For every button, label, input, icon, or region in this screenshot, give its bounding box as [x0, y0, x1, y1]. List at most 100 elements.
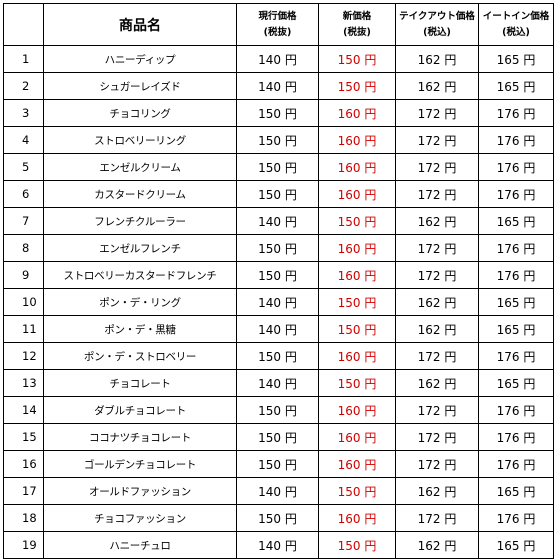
current-price: 150 円: [236, 234, 319, 262]
header-number: [3, 3, 44, 46]
header-current-price: 現行価格 (税抜): [236, 3, 319, 46]
row-number: 7: [3, 207, 44, 235]
product-name: チョコレート: [43, 369, 237, 397]
eatin-price: 165 円: [478, 315, 554, 343]
table-row: 15 ココナツチョコレート 150 円 160 円 172 円 176 円: [3, 423, 554, 451]
table-row: 5 エンゼルクリーム 150 円 160 円 172 円 176 円: [3, 153, 554, 181]
row-number: 16: [3, 450, 44, 478]
table-row: 16 ゴールデンチョコレート 150 円 160 円 172 円 176 円: [3, 450, 554, 478]
row-number: 8: [3, 234, 44, 262]
eatin-price: 165 円: [478, 288, 554, 316]
current-price: 140 円: [236, 207, 319, 235]
product-name: ダブルチョコレート: [43, 396, 237, 424]
takeout-price: 172 円: [395, 99, 479, 127]
table-row: 3 チョコリング 150 円 160 円 172 円 176 円: [3, 99, 554, 127]
takeout-price: 172 円: [395, 504, 479, 532]
new-price: 160 円: [318, 261, 396, 289]
header-row: 商品名 現行価格 (税抜) 新価格 (税抜) テイクアウト価格 (税込) イート…: [3, 3, 554, 46]
eatin-price: 165 円: [478, 477, 554, 505]
product-name: カスタードクリーム: [43, 180, 237, 208]
row-number: 9: [3, 261, 44, 289]
new-price: 160 円: [318, 180, 396, 208]
current-price: 140 円: [236, 315, 319, 343]
current-price: 140 円: [236, 369, 319, 397]
product-name: ストロベリーリング: [43, 126, 237, 154]
takeout-price: 172 円: [395, 423, 479, 451]
eatin-price: 176 円: [478, 126, 554, 154]
table-row: 10 ポン・デ・リング 140 円 150 円 162 円 165 円: [3, 288, 554, 316]
header-new-price: 新価格 (税抜): [318, 3, 396, 46]
product-name: エンゼルクリーム: [43, 153, 237, 181]
new-price: 150 円: [318, 477, 396, 505]
current-price: 150 円: [236, 342, 319, 370]
takeout-price: 162 円: [395, 72, 479, 100]
eatin-price: 176 円: [478, 180, 554, 208]
new-price: 160 円: [318, 504, 396, 532]
row-number: 19: [3, 531, 44, 559]
header-new-price-note: (税抜): [343, 26, 371, 38]
takeout-price: 162 円: [395, 315, 479, 343]
takeout-price: 172 円: [395, 180, 479, 208]
table-row: 8 エンゼルフレンチ 150 円 160 円 172 円 176 円: [3, 234, 554, 262]
row-number: 18: [3, 504, 44, 532]
table-row: 2 シュガーレイズド 140 円 150 円 162 円 165 円: [3, 72, 554, 100]
header-current-price-label: 現行価格: [258, 10, 297, 22]
new-price: 150 円: [318, 369, 396, 397]
current-price: 150 円: [236, 504, 319, 532]
product-name: エンゼルフレンチ: [43, 234, 237, 262]
current-price: 150 円: [236, 126, 319, 154]
row-number: 14: [3, 396, 44, 424]
takeout-price: 162 円: [395, 477, 479, 505]
takeout-price: 172 円: [395, 126, 479, 154]
eatin-price: 165 円: [478, 531, 554, 559]
new-price: 160 円: [318, 153, 396, 181]
eatin-price: 165 円: [478, 45, 554, 73]
new-price: 160 円: [318, 423, 396, 451]
product-name: ココナツチョコレート: [43, 423, 237, 451]
new-price: 150 円: [318, 531, 396, 559]
current-price: 150 円: [236, 396, 319, 424]
table-row: 11 ポン・デ・黒糖 140 円 150 円 162 円 165 円: [3, 315, 554, 343]
row-number: 6: [3, 180, 44, 208]
eatin-price: 176 円: [478, 234, 554, 262]
takeout-price: 172 円: [395, 396, 479, 424]
eatin-price: 176 円: [478, 342, 554, 370]
takeout-price: 172 円: [395, 261, 479, 289]
row-number: 1: [3, 45, 44, 73]
table-row: 12 ポン・デ・ストロベリー 150 円 160 円 172 円 176 円: [3, 342, 554, 370]
eatin-price: 176 円: [478, 396, 554, 424]
current-price: 140 円: [236, 531, 319, 559]
takeout-price: 172 円: [395, 153, 479, 181]
header-takeout-price: テイクアウト価格 (税込): [395, 3, 479, 46]
header-eatin-price: イートイン価格 (税込): [478, 3, 554, 46]
new-price: 150 円: [318, 72, 396, 100]
takeout-price: 162 円: [395, 369, 479, 397]
product-name: フレンチクルーラー: [43, 207, 237, 235]
takeout-price: 162 円: [395, 531, 479, 559]
table-row: 14 ダブルチョコレート 150 円 160 円 172 円 176 円: [3, 396, 554, 424]
product-name: チョコリング: [43, 99, 237, 127]
header-new-price-label: 新価格: [342, 10, 372, 22]
current-price: 150 円: [236, 180, 319, 208]
table-row: 1 ハニーディップ 140 円 150 円 162 円 165 円: [3, 45, 554, 73]
new-price: 160 円: [318, 396, 396, 424]
table-row: 19 ハニーチュロ 140 円 150 円 162 円 165 円: [3, 531, 554, 559]
takeout-price: 162 円: [395, 288, 479, 316]
takeout-price: 162 円: [395, 207, 479, 235]
new-price: 160 円: [318, 99, 396, 127]
current-price: 150 円: [236, 99, 319, 127]
current-price: 150 円: [236, 153, 319, 181]
new-price: 150 円: [318, 207, 396, 235]
header-product-name: 商品名: [43, 3, 237, 46]
header-eatin-price-note: (税込): [502, 26, 530, 38]
new-price: 160 円: [318, 450, 396, 478]
row-number: 10: [3, 288, 44, 316]
eatin-price: 176 円: [478, 99, 554, 127]
new-price: 150 円: [318, 45, 396, 73]
takeout-price: 172 円: [395, 234, 479, 262]
product-name: ポン・デ・リング: [43, 288, 237, 316]
current-price: 140 円: [236, 477, 319, 505]
header-current-price-note: (税抜): [263, 26, 292, 38]
table-row: 9 ストロベリーカスタードフレンチ 150 円 160 円 172 円 176 円: [3, 261, 554, 289]
row-number: 15: [3, 423, 44, 451]
